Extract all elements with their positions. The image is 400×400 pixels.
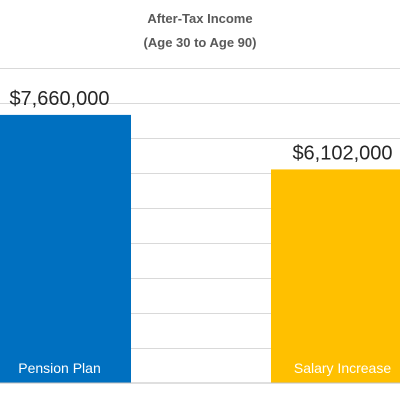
data-label: $6,102,000	[292, 142, 392, 164]
data-label: $7,660,000	[9, 88, 109, 110]
category-label: Pension Plan	[18, 360, 101, 376]
chart-title: After-Tax Income	[147, 11, 252, 26]
bars: $7,660,000 Pension Plan $6,102,000 Salary I…	[0, 88, 400, 384]
bar-salary-increase	[271, 169, 400, 383]
chart-subtitle: (Age 30 to Age 90)	[144, 35, 257, 50]
bar-pension-plan	[0, 114, 131, 384]
category-label: Salary Increase	[294, 360, 391, 376]
